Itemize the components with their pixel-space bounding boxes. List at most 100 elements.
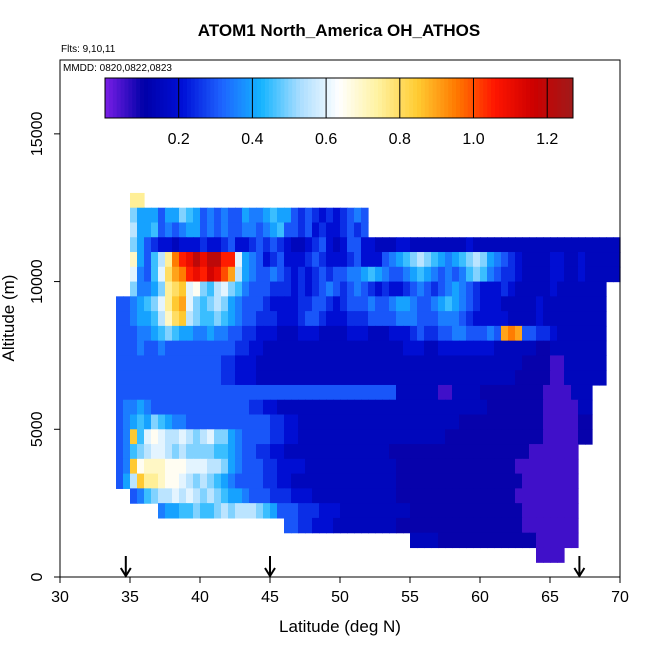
heatmap-cell bbox=[473, 399, 481, 416]
heatmap-cell bbox=[207, 444, 215, 460]
heatmap-cell bbox=[557, 370, 565, 386]
heatmap-cell bbox=[522, 340, 530, 357]
heatmap-cell bbox=[277, 281, 285, 297]
heatmap-cell bbox=[417, 429, 425, 445]
heatmap-cell bbox=[522, 266, 530, 283]
heatmap-cell bbox=[438, 266, 446, 283]
heatmap-cell bbox=[277, 384, 285, 401]
heatmap-cell bbox=[354, 414, 362, 430]
heatmap-cell bbox=[186, 384, 194, 401]
heatmap-cell bbox=[207, 355, 215, 371]
heatmap-cell bbox=[270, 370, 278, 386]
heatmap-cell bbox=[270, 429, 278, 445]
heatmap-cell bbox=[270, 325, 278, 342]
heatmap-cell bbox=[438, 355, 446, 371]
colorbar-segment bbox=[198, 78, 203, 118]
heatmap-cell bbox=[256, 252, 264, 268]
heatmap-cell bbox=[452, 503, 460, 519]
heatmap-cell bbox=[235, 340, 243, 357]
heatmap-cell bbox=[543, 399, 551, 416]
heatmap-cell bbox=[123, 458, 131, 475]
heatmap-cell bbox=[543, 458, 551, 475]
heatmap-cell bbox=[123, 429, 131, 445]
heatmap-cell bbox=[487, 311, 495, 327]
heatmap-cell bbox=[228, 429, 236, 445]
heatmap-cell bbox=[130, 340, 138, 357]
x-axis: 30 35 40 45 50 55 60 65 70 bbox=[51, 577, 629, 606]
heatmap-cell bbox=[536, 488, 544, 504]
heatmap-cell bbox=[431, 340, 439, 357]
heatmap-cell bbox=[270, 311, 278, 327]
colorbar-segment bbox=[202, 78, 207, 118]
heatmap-cell bbox=[354, 325, 362, 342]
heatmap-cell bbox=[466, 355, 474, 371]
heatmap-cell bbox=[438, 340, 446, 357]
heatmap-cell bbox=[235, 266, 243, 283]
heatmap-cell bbox=[375, 458, 383, 475]
heatmap-cell bbox=[151, 414, 159, 430]
heatmap-cell bbox=[410, 325, 418, 342]
heatmap-cell bbox=[494, 370, 502, 386]
colorbar-segment bbox=[522, 78, 527, 118]
colorbar-segment bbox=[518, 78, 523, 118]
heatmap-cell bbox=[522, 311, 530, 327]
heatmap-cell bbox=[284, 207, 292, 224]
heatmap-cell bbox=[130, 237, 138, 253]
heatmap-cell bbox=[305, 503, 313, 519]
heatmap-cell bbox=[536, 355, 544, 371]
heatmap-cell bbox=[536, 296, 544, 312]
heatmap-cell bbox=[599, 266, 607, 283]
heatmap-cell bbox=[298, 473, 306, 489]
heatmap-cell bbox=[361, 311, 369, 327]
heatmap-cell bbox=[193, 355, 201, 371]
heatmap-cell bbox=[515, 503, 523, 519]
heatmap-cell bbox=[410, 311, 418, 327]
heatmap-cell bbox=[151, 207, 159, 224]
heatmap-cell bbox=[494, 444, 502, 460]
heatmap-cell bbox=[165, 207, 173, 224]
heatmap-cell bbox=[452, 384, 460, 401]
heatmap-cell bbox=[445, 488, 453, 504]
heatmap-cell bbox=[340, 252, 348, 268]
heatmap-cell bbox=[487, 399, 495, 416]
heatmap-cell bbox=[445, 444, 453, 460]
heatmap-cell bbox=[396, 503, 404, 519]
heatmap-cell bbox=[291, 237, 299, 253]
heatmap-cell bbox=[564, 414, 572, 430]
heatmap-cell bbox=[445, 503, 453, 519]
heatmap-cell bbox=[417, 311, 425, 327]
heatmap-cell bbox=[354, 458, 362, 475]
heatmap-cell bbox=[214, 370, 222, 386]
heatmap-cell bbox=[242, 340, 250, 357]
heatmap-cell bbox=[263, 429, 271, 445]
heatmap-cell bbox=[284, 355, 292, 371]
colorbar-segment bbox=[307, 78, 313, 118]
heatmap-cell bbox=[389, 340, 397, 357]
heatmap-cell bbox=[536, 266, 544, 283]
heatmap-cell bbox=[564, 252, 572, 268]
heatmap-cell bbox=[487, 296, 495, 312]
heatmap-cell bbox=[158, 444, 166, 460]
heatmap-cell bbox=[452, 340, 460, 357]
heatmap-cell bbox=[137, 325, 145, 342]
colorbar-segment bbox=[405, 78, 410, 118]
heatmap-cell bbox=[543, 384, 551, 401]
heatmap-cell bbox=[249, 222, 257, 238]
heatmap-cell bbox=[116, 311, 124, 327]
heatmap-cell bbox=[319, 237, 327, 253]
heatmap-cell bbox=[270, 252, 278, 268]
heatmap-cell bbox=[452, 281, 460, 297]
heatmap-cell bbox=[473, 237, 481, 253]
heatmap-cell bbox=[130, 252, 138, 268]
heatmap-cell bbox=[333, 384, 341, 401]
heatmap-cell bbox=[557, 325, 565, 342]
heatmap-cell bbox=[172, 384, 180, 401]
heatmap-cell bbox=[368, 237, 376, 253]
heatmap-cell bbox=[494, 503, 502, 519]
heatmap-cell bbox=[228, 399, 236, 416]
heatmap-cell bbox=[221, 370, 229, 386]
heatmap-cell bbox=[431, 281, 439, 297]
heatmap-cell bbox=[494, 311, 502, 327]
heatmap-cell bbox=[543, 414, 551, 430]
heatmap-cell bbox=[249, 296, 257, 312]
